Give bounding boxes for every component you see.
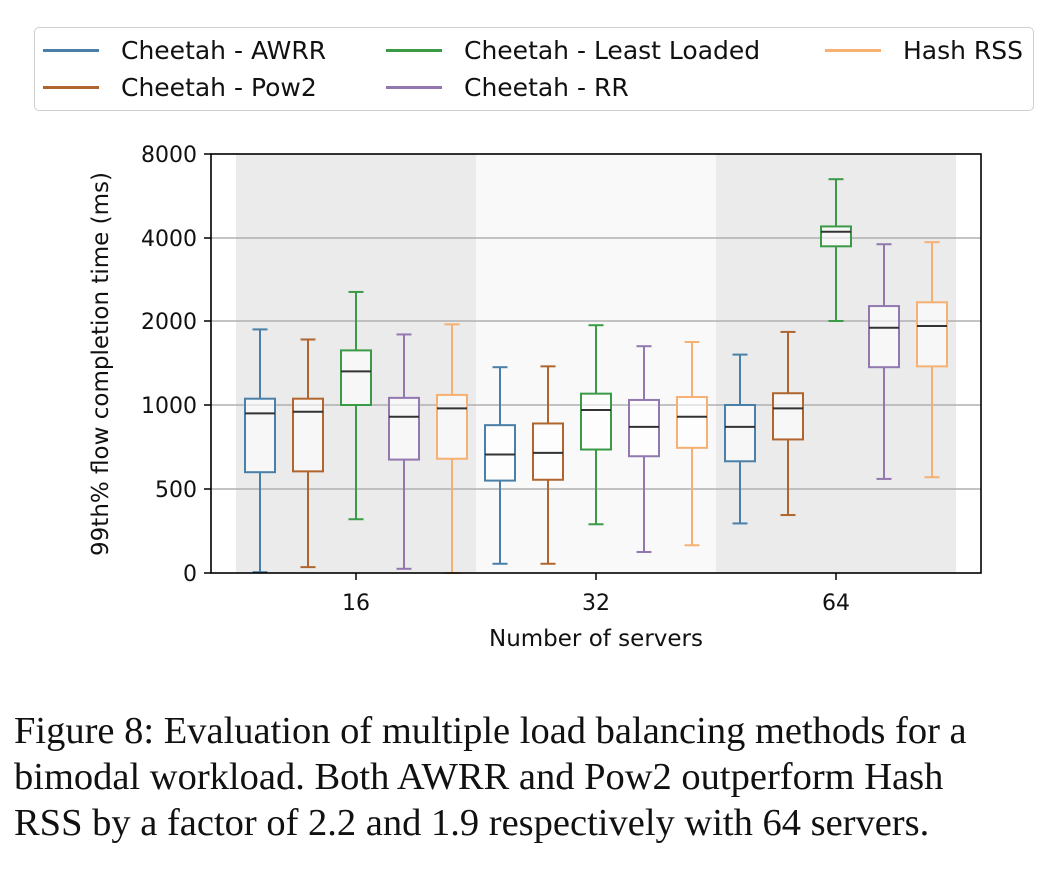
figure-caption: Figure 8: Evaluation of multiple load ba…	[14, 708, 1059, 846]
box-iqr	[484, 424, 516, 482]
box-iqr	[436, 393, 468, 460]
legend: Cheetah - AWRR Cheetah - Least Loaded Ha…	[34, 27, 1034, 111]
y-axis-ticks: 0 500 1000 2000 4000 8000	[141, 143, 211, 587]
box-iqr	[724, 404, 756, 463]
box-3-1	[628, 345, 660, 553]
box-0-1	[484, 366, 516, 565]
legend-swatch-pow2	[43, 86, 99, 89]
box-1-0	[292, 338, 324, 569]
y-axis-label: 99th% flow completion time (ms)	[88, 172, 114, 556]
caption-line-1: Figure 8: Evaluation of multiple load ba…	[14, 710, 967, 752]
legend-item-rr: Cheetah - RR	[386, 73, 629, 102]
y-tick-label: 500	[155, 478, 197, 503]
box-2-0	[340, 290, 372, 521]
y-tick-label: 8000	[141, 143, 197, 168]
box-4-1	[676, 341, 708, 547]
box-iqr	[820, 225, 852, 248]
box-iqr	[628, 398, 660, 458]
box-iqr	[244, 397, 276, 474]
box-plot-chart: 0 500 1000 2000 4000 8000 16 32 64 Number of se…	[88, 143, 982, 652]
legend-label-hash-rss: Hash RSS	[903, 36, 1024, 65]
box-iqr	[772, 392, 804, 441]
box-iqr	[580, 392, 612, 451]
box-0-2	[724, 353, 756, 525]
box-iqr	[868, 305, 900, 369]
x-axis-ticks: 16 32 64	[342, 573, 850, 616]
legend-swatch-least-loaded	[386, 49, 442, 52]
box-iqr	[292, 397, 324, 473]
box-iqr	[340, 349, 372, 406]
y-tick-label: 2000	[141, 310, 197, 335]
caption-line-2: bimodal workload. Both AWRR and Pow2 out…	[14, 756, 944, 798]
x-tick-label: 32	[582, 591, 610, 616]
box-0-0	[244, 328, 276, 574]
box-2-2	[820, 178, 852, 322]
box-1-2	[772, 330, 804, 517]
box-iqr	[532, 422, 564, 481]
y-tick-label: 4000	[141, 227, 197, 252]
box-4-0	[436, 323, 468, 574]
box-3-2	[868, 243, 900, 480]
legend-label-least-loaded: Cheetah - Least Loaded	[464, 36, 761, 65]
box-iqr	[388, 396, 420, 461]
box-series	[244, 178, 948, 574]
legend-swatch-awrr	[43, 49, 99, 52]
legend-swatch-hash-rss	[825, 49, 881, 52]
legend-item-awrr: Cheetah - AWRR	[43, 36, 326, 65]
box-iqr	[916, 301, 948, 368]
y-tick-label: 1000	[141, 394, 197, 419]
box-1-1	[532, 365, 564, 565]
box-2-1	[580, 324, 612, 526]
box-3-0	[388, 333, 420, 570]
legend-label-pow2: Cheetah - Pow2	[121, 73, 317, 102]
legend-label-awrr: Cheetah - AWRR	[121, 36, 327, 65]
legend-swatch-rr	[386, 86, 442, 89]
box-iqr	[676, 396, 708, 449]
legend-item-least-loaded: Cheetah - Least Loaded	[386, 36, 760, 65]
legend-item-pow2: Cheetah - Pow2	[43, 73, 317, 102]
y-tick-label: 0	[183, 562, 197, 587]
x-tick-label: 64	[822, 591, 850, 616]
legend-label-rr: Cheetah - RR	[464, 73, 629, 102]
x-tick-label: 16	[342, 591, 370, 616]
caption-line-3: RSS by a factor of 2.2 and 1.9 respectiv…	[14, 802, 930, 844]
x-axis-label: Number of servers	[489, 626, 703, 652]
box-4-2	[916, 241, 948, 479]
legend-item-hash-rss: Hash RSS	[825, 36, 1023, 65]
